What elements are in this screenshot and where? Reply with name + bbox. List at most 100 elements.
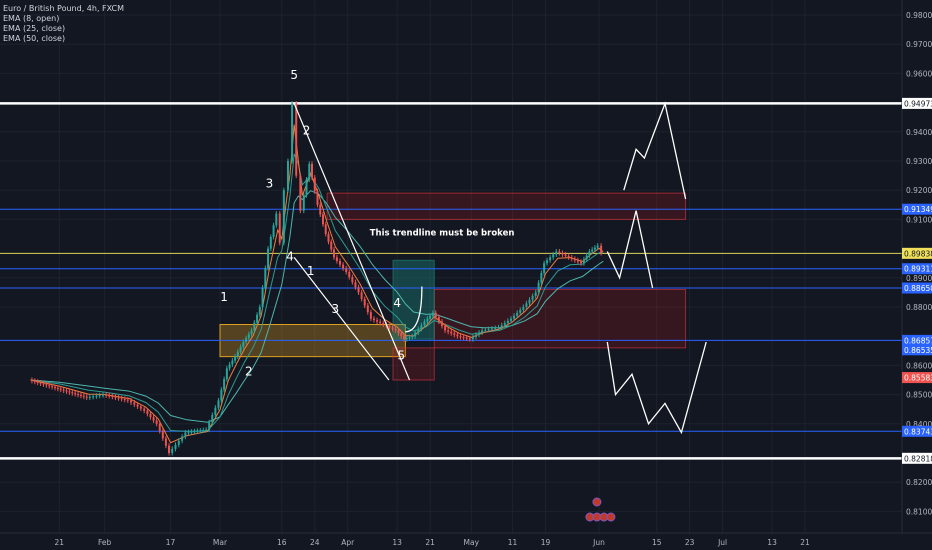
x-tick-label: 17 xyxy=(166,538,176,547)
candle-body xyxy=(79,394,82,396)
candle-body xyxy=(239,346,242,352)
price-tag-label: 0.86535 xyxy=(904,346,932,355)
candle-body xyxy=(130,400,133,403)
candle-body xyxy=(388,325,391,328)
candle-body xyxy=(62,389,65,391)
candle-body xyxy=(250,330,253,335)
price-tag-label: 0.94973 xyxy=(904,99,932,108)
x-tick-label: 15 xyxy=(652,538,662,547)
candle-body xyxy=(33,380,36,382)
candle-body xyxy=(236,351,239,357)
x-tick-label: 21 xyxy=(55,538,65,547)
candle-body xyxy=(71,392,74,394)
candle-body xyxy=(522,307,525,310)
candle-body xyxy=(258,307,261,315)
price-tag-blue xyxy=(902,282,932,294)
candle-body xyxy=(311,163,314,178)
candle-body xyxy=(30,380,33,381)
candle-body xyxy=(363,298,366,306)
x-tick-label: 19 xyxy=(541,538,551,547)
trendline xyxy=(293,256,390,381)
candle-body xyxy=(59,388,62,390)
price-tag-white xyxy=(902,97,932,109)
candle-body xyxy=(408,337,411,339)
candle-body xyxy=(431,312,434,316)
candle-body xyxy=(360,292,363,299)
candle-body xyxy=(190,431,193,433)
breakout-curve xyxy=(405,286,423,333)
candle-body xyxy=(68,391,71,393)
candle-body xyxy=(168,445,171,453)
candle-body xyxy=(525,303,528,307)
candle-body xyxy=(573,258,576,261)
candle-body xyxy=(440,321,443,326)
candle-body xyxy=(576,260,579,262)
candle-body xyxy=(456,334,459,337)
price-tag-blue xyxy=(902,334,932,346)
candle-body xyxy=(56,387,59,389)
legend-ema-8: EMA (8, open) xyxy=(3,14,60,23)
candle-body xyxy=(465,337,468,339)
candle-body xyxy=(596,245,599,248)
price-tag-yellow xyxy=(902,247,932,259)
candle-body xyxy=(202,430,205,432)
wave-label: 2 xyxy=(245,365,253,379)
x-tick-label: 24 xyxy=(310,538,320,547)
candle-body xyxy=(278,213,281,243)
candle-body xyxy=(537,282,540,293)
wave-label: 5 xyxy=(397,349,405,363)
candle-body xyxy=(531,296,534,300)
candle-body xyxy=(519,309,522,313)
candle-body xyxy=(242,342,245,347)
wave-label: 3 xyxy=(332,302,340,316)
x-tick-label: Mar xyxy=(213,538,228,547)
x-tick-label: Feb xyxy=(98,538,112,547)
candle-body xyxy=(313,177,316,192)
candle-body xyxy=(484,329,487,331)
candle-body xyxy=(269,236,272,249)
x-tick-label: 13 xyxy=(392,538,402,547)
zone-red xyxy=(326,192,687,220)
candle-body xyxy=(196,430,199,432)
price-tag-blue xyxy=(902,263,932,275)
candle-body xyxy=(214,407,217,416)
candle-body xyxy=(474,334,477,337)
candle-body xyxy=(494,328,497,330)
candle-body xyxy=(101,394,104,396)
candle-body xyxy=(444,325,447,331)
candle-body xyxy=(302,195,305,211)
candle-body xyxy=(417,328,420,333)
candle-body xyxy=(420,325,423,329)
candle-body xyxy=(123,398,126,400)
wave-label: 4 xyxy=(286,249,294,263)
candle-body xyxy=(450,331,453,334)
candle-body xyxy=(400,333,403,337)
candle-body xyxy=(379,321,382,324)
price-tag-blue xyxy=(902,344,932,356)
candle-body xyxy=(247,334,250,339)
candle-body xyxy=(187,432,190,434)
candle-body xyxy=(45,384,48,386)
candle-body xyxy=(459,336,462,338)
candle-body xyxy=(600,245,603,253)
candle-body xyxy=(149,413,152,418)
candle-body xyxy=(391,327,394,329)
candle-body xyxy=(82,395,85,397)
candle-body xyxy=(171,448,174,453)
candle-body xyxy=(256,314,259,323)
candle-body xyxy=(342,264,345,269)
price-tag-white xyxy=(902,452,932,464)
candle-body xyxy=(220,389,223,401)
candle-body xyxy=(319,204,322,215)
candle-body xyxy=(348,271,351,278)
candle-body xyxy=(225,368,228,380)
candle-body xyxy=(223,379,226,390)
candle-body xyxy=(120,398,123,400)
candle-body xyxy=(126,399,129,401)
